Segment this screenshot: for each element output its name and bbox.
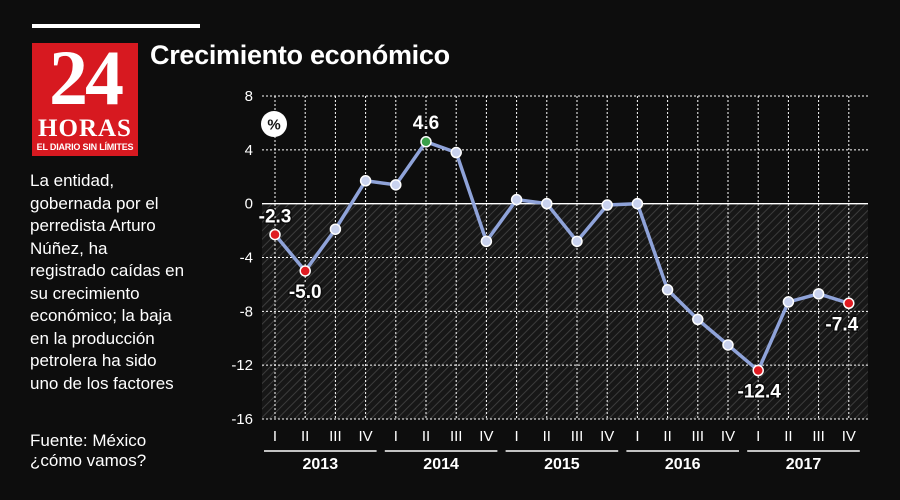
quarter-tick-label: III xyxy=(692,428,705,445)
top-rule xyxy=(32,24,200,28)
quarter-tick-label: II xyxy=(422,428,430,445)
quarter-tick-label: I xyxy=(756,428,760,445)
data-label: -7.4 xyxy=(825,314,858,335)
data-label: 4.6 xyxy=(413,113,439,134)
quarter-tick-label: II xyxy=(301,428,309,445)
data-point xyxy=(601,199,613,211)
data-point xyxy=(782,296,795,308)
quarter-tick-label: I xyxy=(394,428,398,445)
quarter-tick-label: IV xyxy=(842,428,856,445)
page-title: Crecimiento económico xyxy=(150,40,450,70)
highlight-point xyxy=(752,364,764,377)
quarter-tick-label: III xyxy=(450,428,463,445)
data-point xyxy=(390,179,402,191)
highlight-point xyxy=(843,297,855,310)
year-label: 2014 xyxy=(423,456,459,473)
year-label: 2017 xyxy=(786,456,822,473)
year-label: 2013 xyxy=(303,456,339,473)
quarter-tick-label: II xyxy=(543,428,551,445)
quarter-tick-label: I xyxy=(515,428,519,445)
unit-label: % xyxy=(267,117,280,134)
y-tick-label: 0 xyxy=(245,196,253,213)
y-tick-label: 8 xyxy=(245,88,253,105)
quarter-tick-label: II xyxy=(784,428,792,445)
data-point xyxy=(722,339,734,351)
data-point xyxy=(329,223,342,235)
data-point xyxy=(450,146,462,159)
y-tick-label: -4 xyxy=(240,250,253,267)
quarter-tick-label: III xyxy=(329,428,342,445)
quarter-tick-label: I xyxy=(273,428,277,445)
quarter-tick-label: IV xyxy=(479,428,493,445)
data-point xyxy=(631,197,644,210)
logo-word: HORAS xyxy=(38,115,132,142)
y-tick-label: -8 xyxy=(240,303,253,320)
y-tick-label: -12 xyxy=(231,357,253,374)
highlight-point xyxy=(299,265,311,277)
data-point xyxy=(359,175,372,187)
data-label: -2.3 xyxy=(259,207,292,228)
logo-tagline: EL DIARIO SIN LÍMITES xyxy=(36,142,134,152)
quarter-tick-label: II xyxy=(663,428,671,445)
logo-24-horas: 24 HORAS EL DIARIO SIN LÍMITES xyxy=(32,43,138,156)
data-label: -12.4 xyxy=(738,382,782,403)
quarter-tick-label: III xyxy=(812,428,825,445)
y-tick-label: -16 xyxy=(231,411,253,428)
data-point xyxy=(661,284,674,296)
data-point xyxy=(571,235,583,248)
year-label: 2016 xyxy=(665,456,701,473)
year-label: 2015 xyxy=(544,456,580,473)
quarter-tick-label: I xyxy=(635,428,639,445)
highlight-point xyxy=(420,136,432,148)
data-point xyxy=(510,193,523,206)
quarter-tick-label: IV xyxy=(721,428,735,445)
data-point xyxy=(692,313,704,326)
data-point xyxy=(480,235,493,248)
data-point xyxy=(812,288,825,300)
data-point xyxy=(541,197,553,210)
source-text: Fuente: México ¿cómo vamos? xyxy=(30,431,147,470)
data-label: -5.0 xyxy=(289,282,322,303)
highlight-point xyxy=(269,228,281,241)
logo-number: 24 xyxy=(49,43,124,121)
quarter-tick-label: IV xyxy=(600,428,614,445)
unit-badge xyxy=(261,111,287,137)
description-text: La entidad, gobernada por el perredista … xyxy=(30,171,185,393)
quarter-tick-label: III xyxy=(571,428,584,445)
quarter-tick-label: IV xyxy=(359,428,373,445)
y-tick-label: 4 xyxy=(245,142,253,159)
